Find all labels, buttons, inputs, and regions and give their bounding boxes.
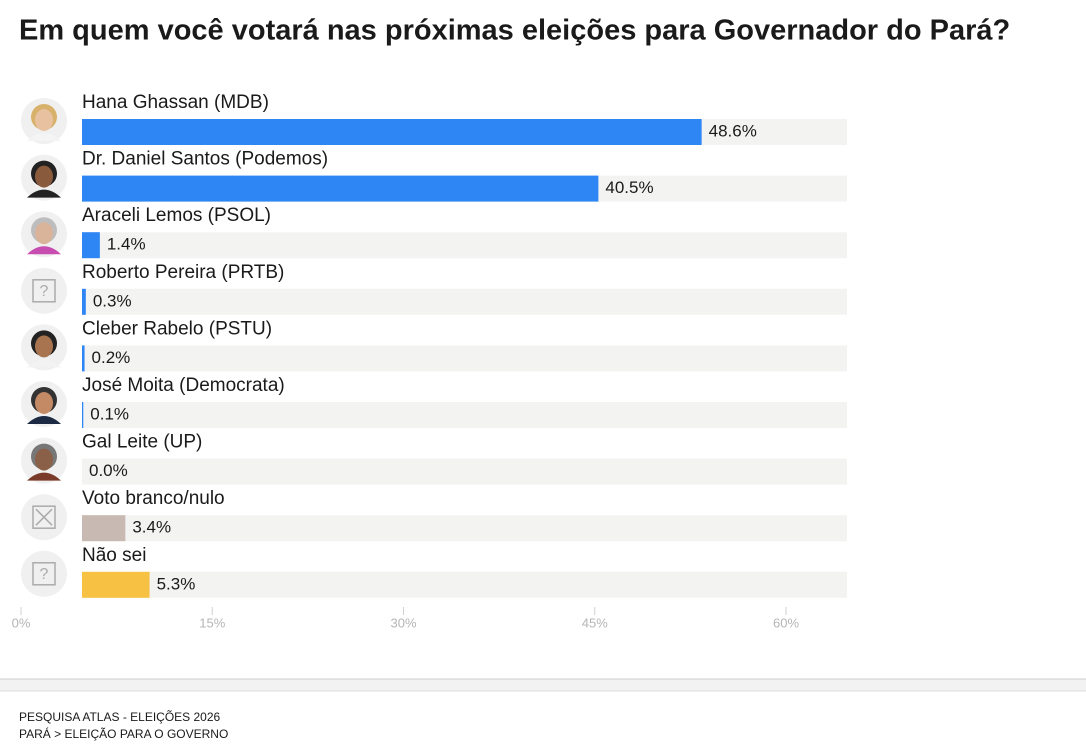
x-tick-label: 15% (199, 615, 225, 630)
value-label: 3.4% (132, 518, 171, 537)
value-label: 0.3% (93, 291, 132, 310)
footer-source: PESQUISA ATLAS - ELEIÇÕES 2026 (19, 709, 221, 724)
bar (82, 175, 599, 202)
avatar-shirt (27, 416, 61, 424)
value-label: 40.5% (605, 178, 653, 197)
category-label: Hana Ghassan (MDB) (82, 92, 269, 113)
category-label: Voto branco/nulo (82, 488, 225, 509)
category-label: Araceli Lemos (PSOL) (82, 205, 271, 226)
avatar (21, 324, 67, 371)
chart-title: Em quem você votará nas próximas eleiçõe… (19, 15, 1010, 47)
footer-breadcrumb: PARÁ > ELEIÇÃO PARA O GOVERNO (19, 726, 228, 741)
bar-track (82, 515, 847, 542)
bar (82, 288, 86, 315)
avatar (21, 211, 67, 258)
value-label: 0.2% (92, 348, 131, 367)
avatar (21, 154, 67, 201)
value-label: 1.4% (107, 235, 146, 254)
footer-band (0, 679, 1086, 691)
category-label: Cleber Rabelo (PSTU) (82, 318, 272, 339)
value-label: 0.1% (90, 404, 129, 423)
bar (82, 119, 702, 145)
avatar-icon-q: ? (40, 283, 49, 300)
bar (82, 571, 150, 598)
x-tick-label: 0% (12, 615, 31, 630)
avatar-shirt (27, 189, 61, 198)
avatar (21, 437, 67, 484)
x-tick-label: 30% (390, 615, 416, 630)
avatar (21, 494, 67, 541)
bar (82, 345, 85, 372)
bar-track (82, 571, 847, 598)
bar (82, 402, 84, 428)
avatar-shirt (27, 246, 61, 255)
category-label: Dr. Daniel Santos (Podemos) (82, 149, 328, 170)
avatar-shirt (27, 133, 61, 141)
avatar (21, 98, 67, 144)
avatar-face (35, 335, 53, 358)
avatar-face (35, 448, 53, 471)
value-label: 48.6% (709, 121, 757, 140)
avatar-icon-q: ? (40, 566, 49, 583)
category-label: Roberto Pereira (PRTB) (82, 262, 284, 283)
avatar-face (35, 109, 53, 131)
avatar-face (35, 392, 53, 414)
category-label: Gal Leite (UP) (82, 432, 202, 453)
avatar-shirt (27, 359, 61, 368)
avatar: ? (21, 550, 67, 597)
category-label: Não sei (82, 545, 146, 566)
bar-track (82, 402, 847, 428)
x-tick-label: 60% (773, 615, 799, 630)
avatar-icon-frame (32, 279, 56, 303)
avatar-face (35, 165, 53, 188)
avatar-icon-frame (32, 562, 56, 586)
x-tick-label: 45% (582, 615, 608, 630)
value-label: 5.3% (157, 574, 196, 593)
avatar-icon-frame (32, 505, 56, 529)
avatar: ? (21, 267, 67, 314)
bar-track (82, 232, 847, 259)
value-label: 0.0% (89, 461, 128, 480)
bar (82, 232, 100, 259)
avatar-face (35, 222, 53, 245)
bar (82, 515, 126, 542)
avatar (21, 381, 67, 427)
bar-track (82, 288, 847, 315)
category-label: José Moita (Democrata) (82, 375, 285, 396)
bar-track (82, 345, 847, 372)
bar-track (82, 458, 847, 485)
avatar-icon-x (35, 508, 53, 526)
avatar-shirt (27, 472, 61, 481)
